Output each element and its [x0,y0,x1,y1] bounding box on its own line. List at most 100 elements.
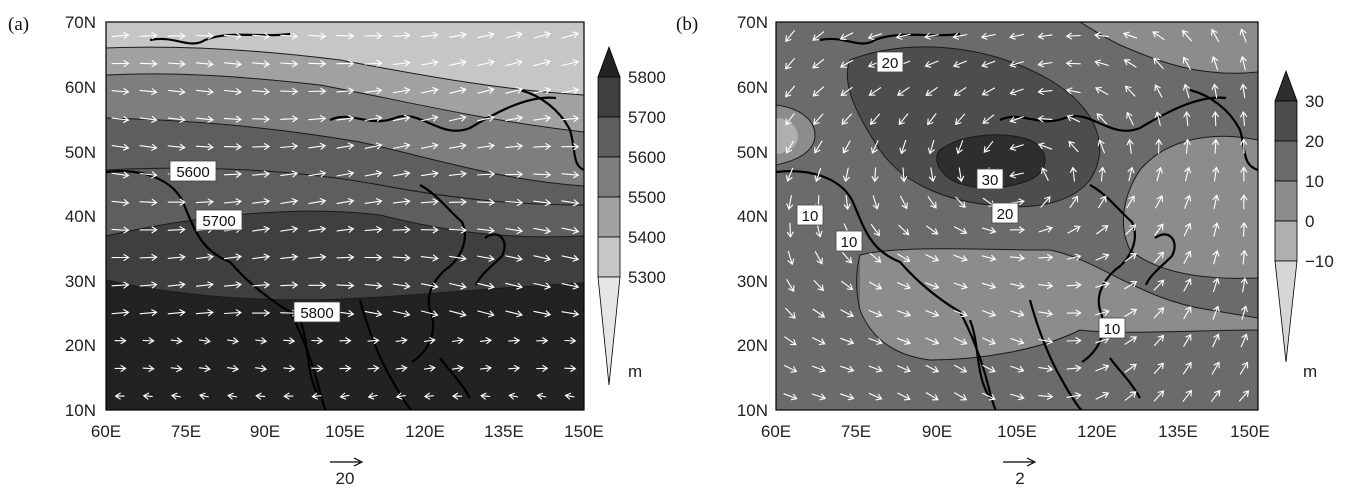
wind-arrow [1239,83,1248,99]
panel-b-map [776,22,1258,410]
wind-arrow [1183,333,1192,347]
contour-label: 10 [802,208,819,225]
wind-arrow [1240,194,1248,210]
wind-arrow [840,337,855,345]
wind-arrow [814,167,822,183]
y-tick-label: 10N [65,401,96,420]
wind-arrow [311,337,324,345]
wind-arrow [224,60,243,68]
contour-label: 5600 [176,164,209,181]
shade-5300 [106,22,584,95]
wind-arrow [1038,281,1054,290]
wind-arrow [813,113,824,125]
contour-labels-b: 20 30 20 10 10 10 [796,51,1126,339]
wind-arrow [364,170,383,178]
wind-arrow [871,167,879,183]
wind-arrow [784,57,796,70]
wind-arrow [1037,142,1053,150]
wind-arrow [1212,305,1220,320]
wind-arrow [195,32,214,40]
wind-arrow [1038,337,1054,345]
wind-arrow [223,32,243,40]
wind-arrow [840,280,854,291]
wind-arrow [449,59,467,67]
wind-arrow [1183,278,1192,292]
colorbar-swatch [1274,140,1298,182]
wind-arrow [981,87,996,96]
wind-arrow [840,309,855,318]
wind-arrow [1153,279,1165,291]
wind-arrow [392,226,411,234]
wind-arrow [195,143,214,151]
wind-arrow [1066,392,1082,400]
wind-arrow [111,226,130,234]
wind-arrow [1066,253,1082,261]
wind-arrow [477,310,495,318]
wind-arrow [956,167,965,183]
wind-arrow [1183,110,1191,127]
wind-arrow [1038,392,1054,400]
wind-arrow [195,281,214,289]
wind-arrow [139,143,158,151]
wind-arrow [1155,138,1163,154]
wind-arrow [536,364,549,373]
wind-arrow [364,32,383,40]
colorbar-label: 20 [1305,132,1324,151]
wind-arrow [1184,194,1192,209]
wind-arrow [111,309,130,317]
wind-arrow [1095,391,1110,400]
colorbar-label: 5800 [628,68,666,87]
wind-arrow [955,196,966,209]
wind-arrow [480,392,491,400]
wind-arrow [954,392,968,401]
wind-arrow [1182,56,1191,70]
wind-arrow [111,281,130,289]
wind-arrow [1094,86,1109,96]
wind-arrow [842,167,850,183]
wind-arrow [841,113,853,125]
wind-arrow [786,195,794,211]
wind-arrow [533,198,552,207]
wind-arrow [982,337,996,346]
wind-arrow [1095,253,1110,261]
wind-arrow [1240,166,1248,182]
colorbar-swatch [1274,220,1298,262]
shade-minus10-low [776,118,798,154]
wind-arrow [280,32,299,40]
colorbar-label: 5300 [628,268,666,287]
wind-arrow [925,282,940,290]
wind-arrow [139,60,158,68]
wind-arrow [223,143,243,151]
wind-arrow [1037,115,1053,123]
wind-arrow [812,308,826,318]
wind-arrow [451,392,463,400]
panel-b-label: (b) [676,14,698,35]
wind-arrow [925,337,940,345]
wind-arrow [953,226,968,235]
wind-arrow [280,253,299,261]
wind-arrow [392,198,411,206]
wind-arrow [364,282,383,290]
wind-arrow [252,281,271,289]
wind-arrow [925,225,939,235]
wind-arrow [1123,59,1137,68]
wind-arrow [308,197,327,206]
wind-arrow [982,114,995,124]
wind-arrow [227,392,238,400]
wind-arrow [252,253,271,261]
wind-arrow [167,115,186,124]
wind-arrow [869,113,881,125]
wind-arrow [840,365,855,373]
wind-arrow [1211,55,1219,71]
wind-arrow [811,365,827,373]
wind-arrow [1124,308,1138,318]
reference-vector-a: 20 [330,457,364,488]
wind-arrow [448,170,467,178]
panel-a-map [106,22,584,410]
wind-arrow [477,59,495,67]
wind-arrow [420,114,439,122]
wind-arrow [199,392,209,400]
wind-arrow [925,86,939,96]
wind-arrow [870,223,881,237]
wind-arrow [1126,111,1134,126]
